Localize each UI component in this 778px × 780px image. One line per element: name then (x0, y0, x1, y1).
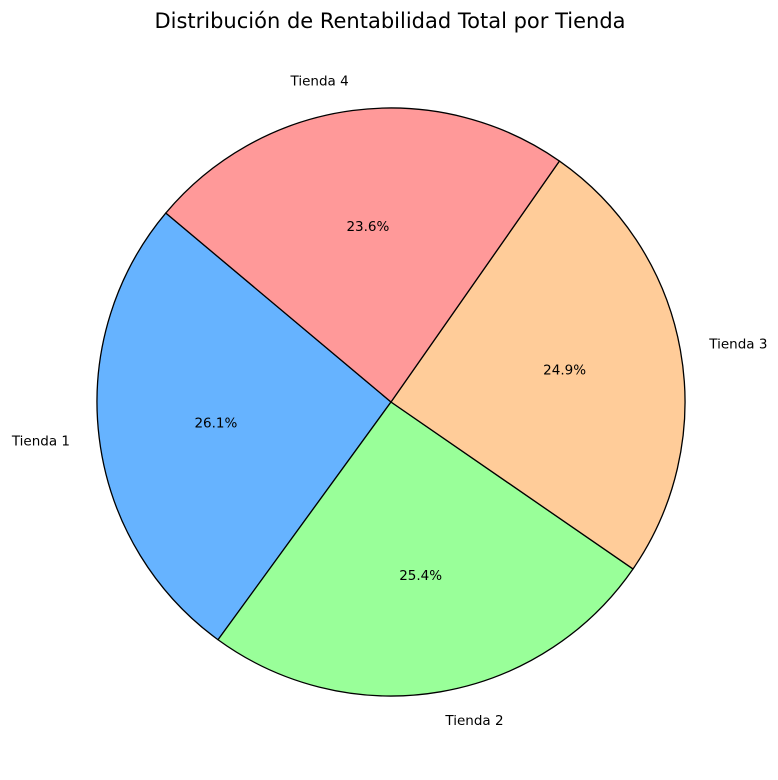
category-label-tienda-1: Tienda 1 (11, 433, 70, 449)
category-label-tienda-3: Tienda 3 (708, 337, 767, 353)
category-label-tienda-2: Tienda 2 (444, 713, 503, 729)
category-label-tienda-4: Tienda 4 (290, 73, 349, 89)
chart-title: Distribución de Rentabilidad Total por T… (154, 9, 625, 33)
percent-label-tienda-2: 25.4% (399, 568, 442, 584)
percent-label-tienda-1: 26.1% (194, 415, 237, 431)
percent-label-tienda-3: 24.9% (543, 363, 586, 379)
pie-slice-tienda-1 (96, 212, 392, 641)
pie-labels: 26.1% Tienda 1 25.4% Tienda 2 24.9% Tienda 3 2… (11, 73, 768, 728)
pie-slices (96, 107, 686, 697)
percent-label-tienda-4: 23.6% (346, 219, 389, 235)
pie-slice-tienda-4 (165, 107, 561, 403)
pie-slice-tienda-3 (390, 160, 686, 570)
pie-slice-tienda-2 (217, 401, 634, 697)
